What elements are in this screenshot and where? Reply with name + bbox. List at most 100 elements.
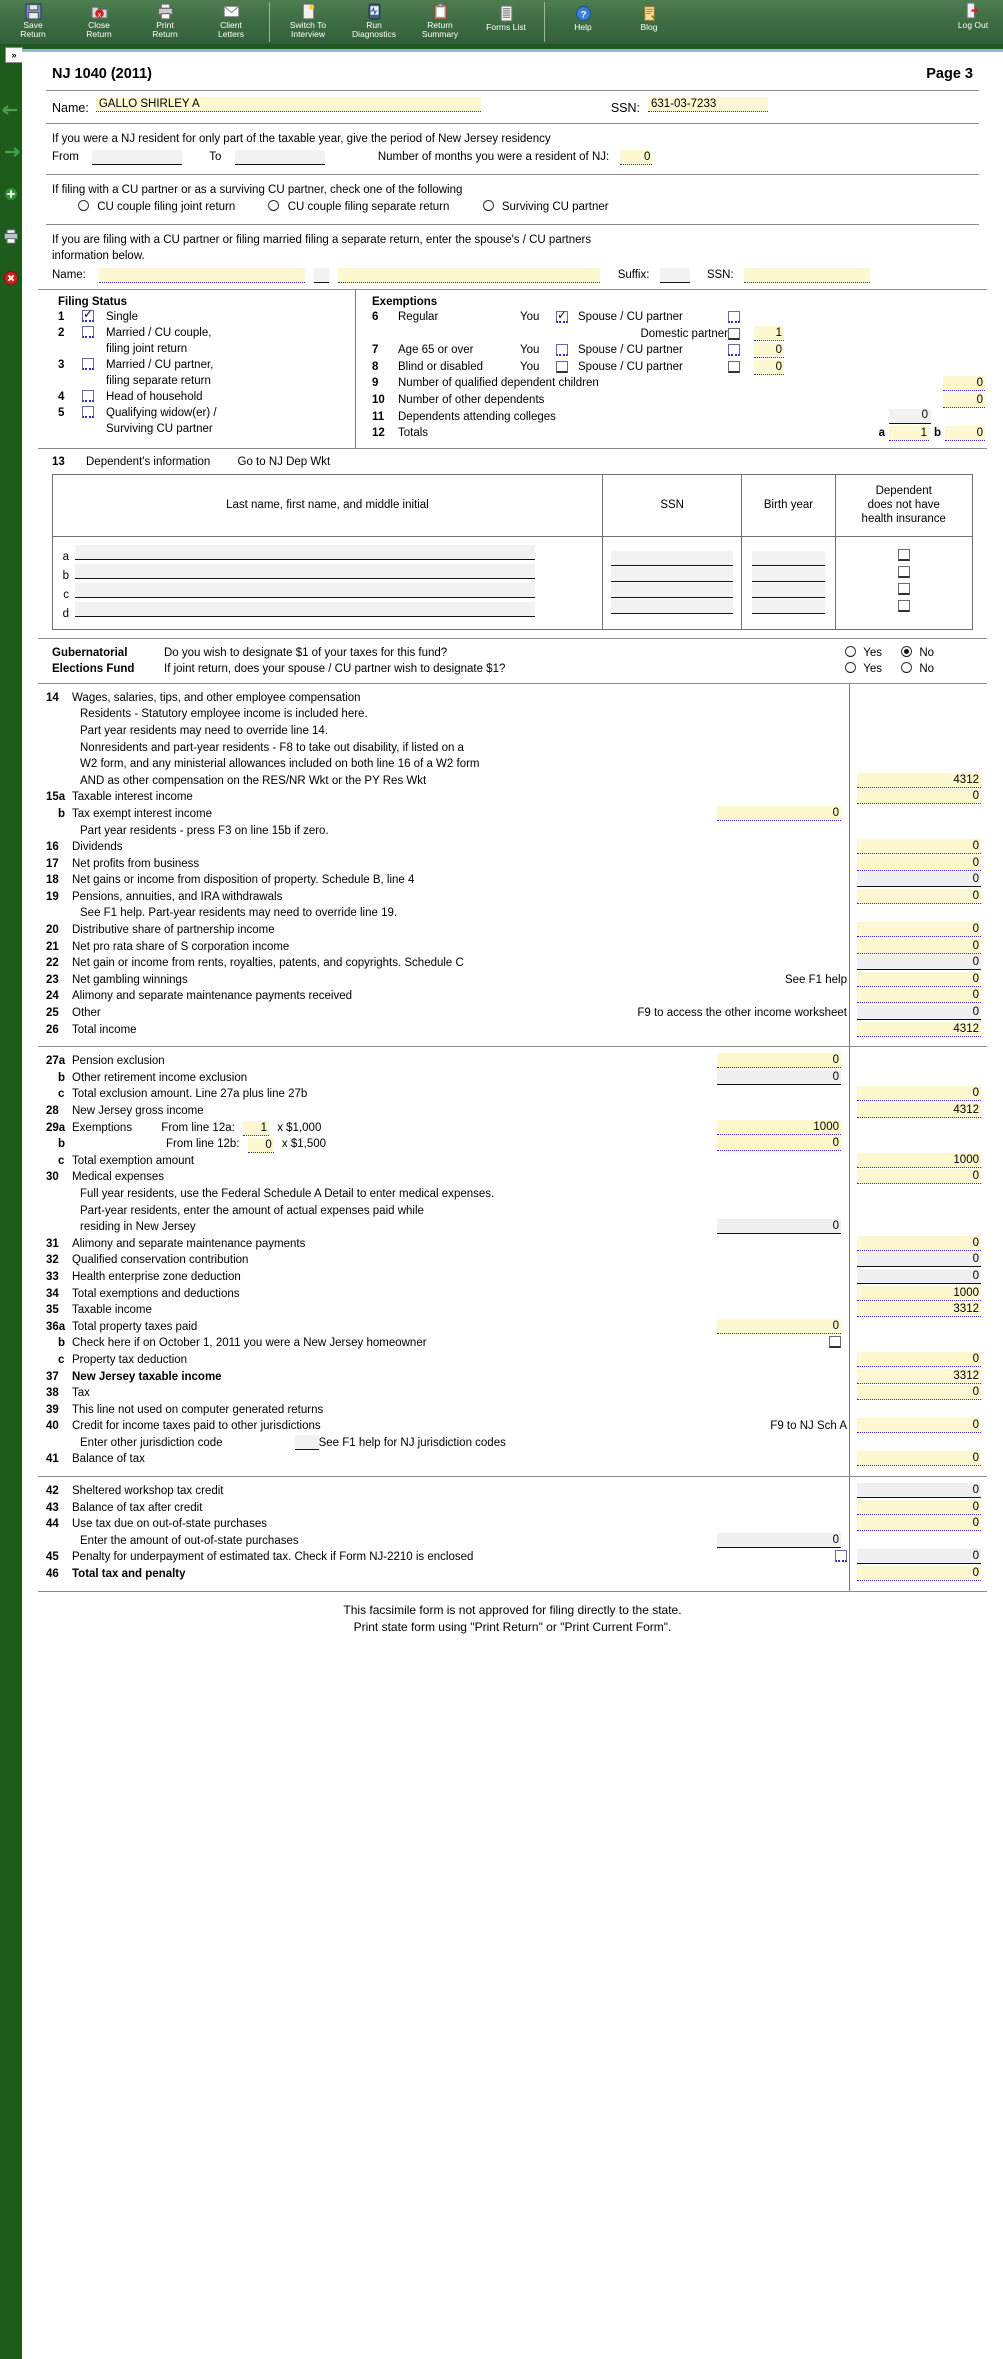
gubernatorial-q1-no-radio[interactable] bbox=[901, 645, 913, 657]
line-29b-count-field[interactable]: 0 bbox=[247, 1137, 274, 1153]
dep-row-d-no-insurance-checkbox[interactable] bbox=[897, 599, 910, 612]
line-29c-value-field[interactable]: 1000 bbox=[857, 1152, 981, 1168]
ex-blind-spouse-checkbox[interactable] bbox=[728, 361, 740, 374]
ex-age65-you-checkbox[interactable] bbox=[556, 344, 568, 357]
print-return-button[interactable]: Print Return bbox=[132, 0, 198, 45]
line-36b-homeowner-checkbox[interactable] bbox=[829, 1336, 841, 1349]
line-42-value-field[interactable]: 0 bbox=[857, 1483, 981, 1499]
ex-11-field[interactable]: 0 bbox=[889, 409, 931, 425]
line-32-value-field[interactable]: 0 bbox=[857, 1252, 981, 1268]
filing-status-row-4[interactable]: 4 Head of household bbox=[58, 389, 355, 405]
gubernatorial-q1-yes-radio[interactable] bbox=[845, 645, 856, 657]
ex-domestic-partner-checkbox[interactable] bbox=[728, 327, 740, 340]
gubernatorial-q2-no-radio[interactable] bbox=[901, 661, 913, 673]
line-29a-value-field[interactable]: 1000 bbox=[717, 1119, 841, 1135]
line-17-value-field[interactable]: 0 bbox=[857, 855, 981, 871]
dep-row-c-name-field[interactable] bbox=[75, 582, 535, 598]
printer-icon[interactable] bbox=[0, 223, 22, 249]
back-arrow-icon[interactable] bbox=[0, 97, 22, 123]
ex-blind-you-checkbox[interactable] bbox=[556, 361, 568, 374]
line-30-value-field[interactable]: 0 bbox=[857, 1169, 981, 1185]
run-diagnostics-button[interactable]: Run Diagnostics bbox=[341, 0, 407, 45]
line-29b-value-field[interactable]: 0 bbox=[717, 1136, 841, 1152]
line-44-value-field[interactable]: 0 bbox=[857, 1516, 981, 1532]
save-return-button[interactable]: Save Return bbox=[0, 0, 66, 45]
line-19-value-field[interactable]: 0 bbox=[857, 888, 981, 904]
switch-to-interview-button[interactable]: Switch To Interview bbox=[275, 0, 341, 45]
delete-x-icon[interactable] bbox=[0, 265, 22, 291]
fs-married-separate-checkbox[interactable] bbox=[82, 358, 94, 370]
spouse-last-name-field[interactable] bbox=[338, 268, 601, 283]
help-button[interactable]: ? Help bbox=[550, 0, 616, 45]
ex-age65-spouse-checkbox[interactable] bbox=[728, 344, 740, 357]
logout-button[interactable]: Log Out bbox=[947, 2, 999, 30]
line-34-value-field[interactable]: 1000 bbox=[857, 1285, 981, 1301]
dep-row-b-no-insurance-checkbox[interactable] bbox=[897, 565, 910, 578]
spouse-first-name-field[interactable] bbox=[99, 268, 306, 283]
filing-status-row-1[interactable]: 1 Single bbox=[58, 307, 355, 325]
dep-row-d-ssn-field[interactable] bbox=[610, 598, 734, 614]
residency-months-field[interactable]: 0 bbox=[620, 150, 653, 165]
line-41-value-field[interactable]: 0 bbox=[857, 1451, 981, 1467]
line-15b-value-field[interactable]: 0 bbox=[717, 805, 841, 821]
line-18-value-field[interactable]: 0 bbox=[857, 872, 981, 888]
dep-row-d-birthyear-field[interactable] bbox=[752, 598, 825, 614]
fs-married-joint-checkbox[interactable] bbox=[82, 326, 94, 338]
client-letters-button[interactable]: Client Letters bbox=[198, 0, 264, 45]
line-27b-value-field[interactable]: 0 bbox=[717, 1069, 841, 1085]
line-25-value-field[interactable]: 0 bbox=[857, 1005, 981, 1021]
gubernatorial-q2-yes-radio[interactable] bbox=[845, 661, 856, 673]
line-40-value-field[interactable]: 0 bbox=[857, 1418, 981, 1434]
line-24-value-field[interactable]: 0 bbox=[857, 988, 981, 1004]
cu-separate-radio[interactable] bbox=[268, 200, 280, 211]
add-circle-icon[interactable] bbox=[0, 181, 22, 207]
ex-regular-spouse-checkbox[interactable] bbox=[728, 311, 740, 324]
line-43-value-field[interactable]: 0 bbox=[857, 1499, 981, 1515]
fs-single-checkbox[interactable] bbox=[82, 307, 94, 322]
residency-to-field[interactable] bbox=[234, 150, 325, 165]
line-38-value-field[interactable]: 0 bbox=[857, 1385, 981, 1401]
taxpayer-name-field[interactable]: GALLO SHIRLEY A bbox=[95, 97, 481, 112]
dep-row-b-ssn-field[interactable] bbox=[610, 566, 734, 582]
forms-list-button[interactable]: Forms List bbox=[473, 0, 539, 45]
line-23-value-field[interactable]: 0 bbox=[857, 971, 981, 987]
blog-button[interactable]: Blog bbox=[616, 0, 682, 45]
line-35-value-field[interactable]: 3312 bbox=[857, 1302, 981, 1318]
fs-head-of-household-checkbox[interactable] bbox=[82, 390, 94, 402]
ex-blind-total-field[interactable]: 0 bbox=[754, 359, 784, 375]
dep-row-a-birthyear-field[interactable] bbox=[752, 550, 825, 566]
line-21-value-field[interactable]: 0 bbox=[857, 938, 981, 954]
forward-arrow-icon[interactable] bbox=[0, 139, 22, 165]
ex-age65-total-field[interactable]: 0 bbox=[754, 342, 784, 358]
line-37-value-field[interactable]: 3312 bbox=[857, 1368, 981, 1384]
line-44-purchases-field[interactable]: 0 bbox=[717, 1532, 841, 1548]
spouse-suffix-field[interactable] bbox=[659, 268, 690, 283]
line-15a-value-field[interactable]: 0 bbox=[857, 789, 981, 805]
dep-row-c-ssn-field[interactable] bbox=[610, 582, 734, 598]
ex-12b-field[interactable]: 0 bbox=[945, 425, 985, 441]
dep-row-a-no-insurance-checkbox[interactable] bbox=[897, 548, 910, 561]
dep-row-c-no-insurance-checkbox[interactable] bbox=[897, 582, 910, 595]
filing-status-row-3[interactable]: 3 Married / CU partner, bbox=[58, 357, 355, 373]
dep-row-c-birthyear-field[interactable] bbox=[752, 582, 825, 598]
line-27c-value-field[interactable]: 0 bbox=[857, 1086, 981, 1102]
spouse-ssn-field[interactable] bbox=[743, 268, 870, 283]
filing-status-row-2[interactable]: 2 Married / CU couple, bbox=[58, 325, 355, 341]
line-45-value-field[interactable]: 0 bbox=[857, 1549, 981, 1565]
cu-surviving-radio[interactable] bbox=[482, 200, 494, 211]
line-28-value-field[interactable]: 4312 bbox=[857, 1103, 981, 1118]
line-36c-value-field[interactable]: 0 bbox=[857, 1351, 981, 1367]
dependents-worksheet-link[interactable]: Go to NJ Dep Wkt bbox=[237, 455, 331, 468]
line-20-value-field[interactable]: 0 bbox=[857, 922, 981, 938]
ex-9-field[interactable]: 0 bbox=[943, 376, 985, 392]
residency-from-field[interactable] bbox=[92, 150, 183, 165]
line-16-value-field[interactable]: 0 bbox=[857, 839, 981, 855]
line-31-value-field[interactable]: 0 bbox=[857, 1235, 981, 1251]
return-summary-button[interactable]: Return Summary bbox=[407, 0, 473, 45]
ex-12a-field[interactable]: 1 bbox=[888, 425, 929, 441]
dep-row-a-name-field[interactable] bbox=[75, 544, 535, 560]
ex-10-field[interactable]: 0 bbox=[943, 392, 985, 408]
ex-regular-total-field[interactable]: 1 bbox=[754, 326, 784, 342]
line-30-actual-expenses-field[interactable]: 0 bbox=[717, 1219, 841, 1235]
dep-row-a-ssn-field[interactable] bbox=[610, 550, 734, 566]
